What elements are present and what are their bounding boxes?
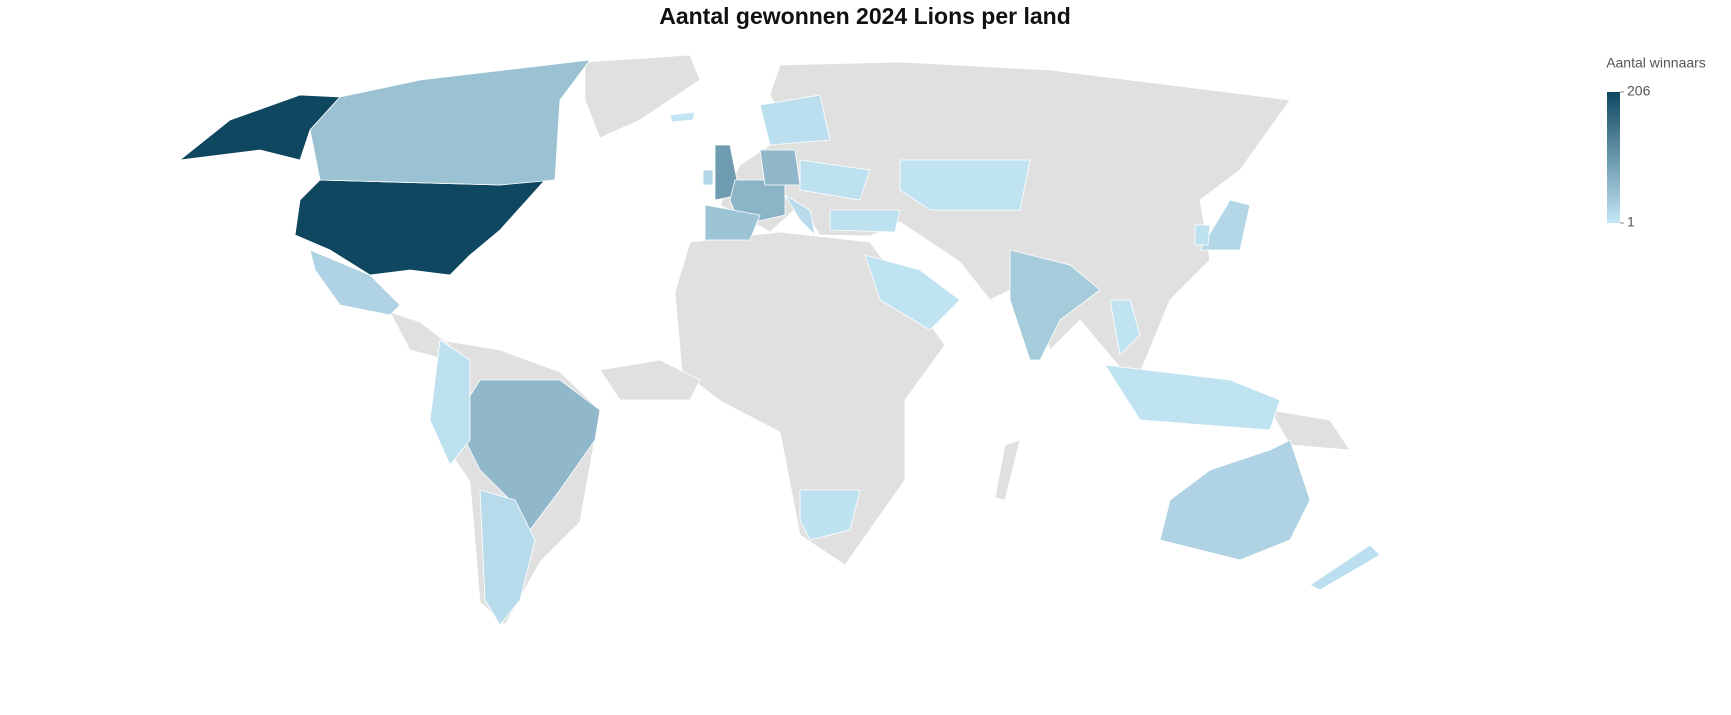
- land-shape: [584, 54, 701, 139]
- country-region: [1104, 364, 1281, 431]
- regions: [178, 59, 1381, 626]
- chart-title: Aantal gewonnen 2024 Lions per land: [659, 3, 1071, 29]
- country-region: [1309, 544, 1381, 591]
- country-region: [454, 379, 601, 531]
- country-region: [704, 204, 761, 241]
- land-shape: [994, 439, 1021, 501]
- country-region: [829, 209, 901, 233]
- country-region: [1159, 439, 1311, 561]
- colorbar-tick-label: 1: [1627, 214, 1635, 230]
- land: [389, 54, 1351, 626]
- country-region: [864, 254, 961, 331]
- country-region: [702, 169, 714, 186]
- country-region: [669, 111, 696, 123]
- country-region: [178, 94, 341, 161]
- colorbar-tick-label: 206: [1627, 83, 1651, 99]
- country-region: [1199, 199, 1251, 251]
- colorbar-title: Aantal winnaars: [1606, 55, 1706, 71]
- country-region: [309, 249, 401, 316]
- country-region: [799, 489, 861, 541]
- country-region: [784, 194, 816, 237]
- country-region: [1194, 224, 1211, 246]
- land-shape: [599, 359, 701, 401]
- country-region: [759, 94, 831, 146]
- colorbar: [1607, 92, 1620, 223]
- country-region: [1109, 299, 1141, 356]
- country-region: [799, 159, 871, 201]
- country-region: [309, 59, 591, 186]
- country-region: [479, 489, 536, 626]
- country-region: [899, 159, 1031, 211]
- country-region: [759, 149, 801, 186]
- country-region: [1009, 249, 1101, 361]
- country-region: [429, 339, 471, 466]
